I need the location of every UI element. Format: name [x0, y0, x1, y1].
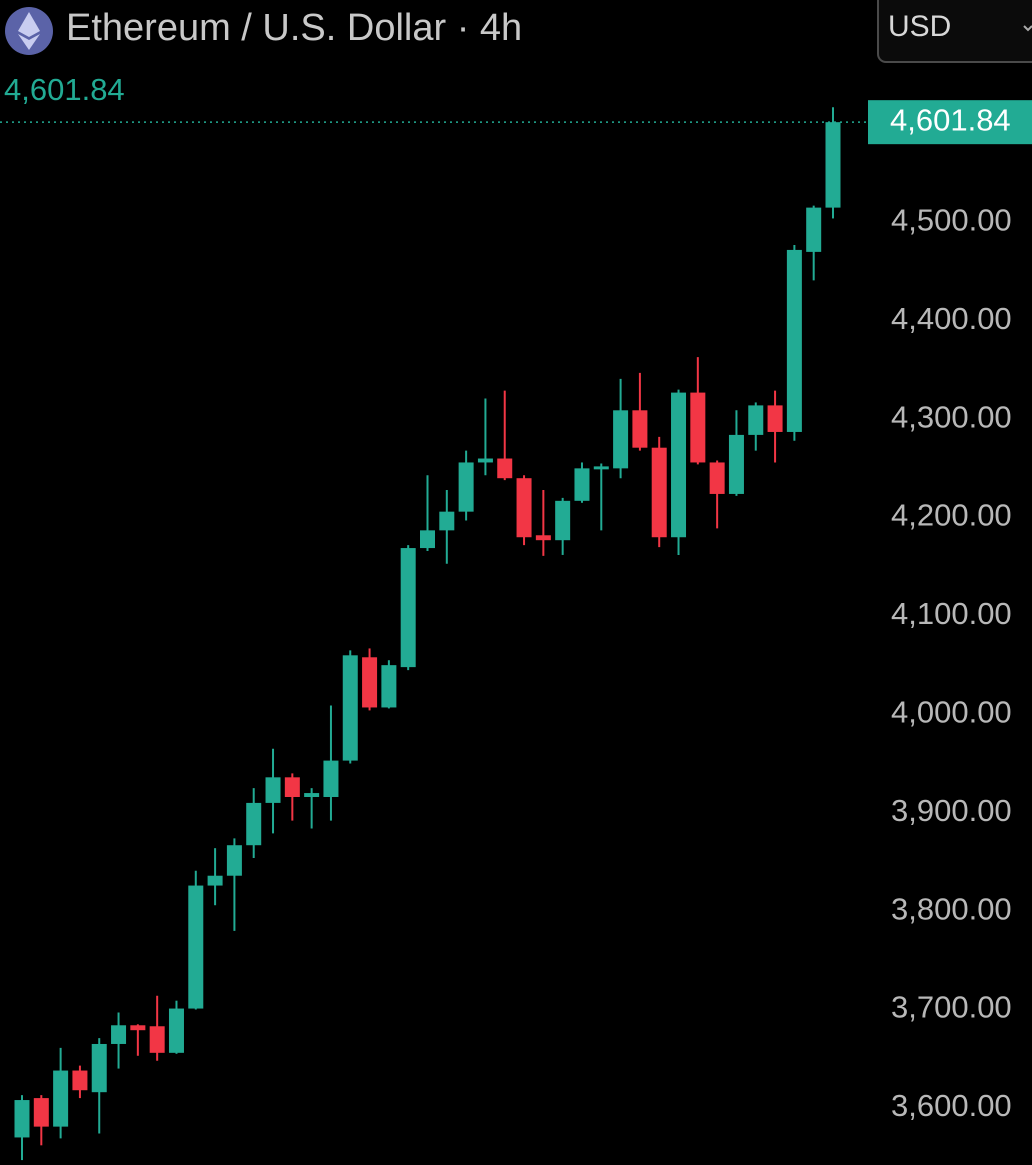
candle-body — [767, 405, 783, 432]
candle-body — [690, 392, 706, 463]
candle-body — [497, 458, 513, 479]
y-tick-label: 4,000.00 — [891, 695, 1012, 730]
candle-body — [516, 478, 532, 538]
candle-body — [381, 665, 397, 708]
candle-body — [72, 1070, 88, 1091]
y-tick-label: 4,400.00 — [891, 301, 1012, 336]
candle-body — [613, 410, 629, 469]
candle-body — [671, 392, 687, 538]
y-tick-label: 3,900.00 — [891, 793, 1012, 828]
candle-body — [265, 777, 281, 803]
candle-body — [33, 1098, 49, 1127]
chart-title: Ethereum / U.S. Dollar · 4h — [66, 7, 522, 49]
candle-body — [53, 1070, 69, 1127]
candle-body — [786, 249, 802, 432]
candle-body — [400, 548, 416, 668]
candle-body — [111, 1025, 127, 1044]
candle-body — [593, 466, 609, 470]
y-tick-label: 3,700.00 — [891, 990, 1012, 1025]
candle-body — [130, 1025, 146, 1031]
candle-body — [362, 657, 378, 708]
y-tick-label: 4,200.00 — [891, 498, 1012, 533]
candle-body — [168, 1008, 184, 1053]
last-price: 4,601.84 — [4, 72, 125, 107]
candle-body — [342, 655, 358, 761]
plot: 3,600.00 3,700.00 3,800.00 3,900.00 4,000.00… — [0, 100, 1032, 1161]
candle-body — [825, 122, 841, 208]
candle-body — [226, 845, 242, 876]
candle-body — [806, 207, 822, 252]
eth-icon — [5, 7, 53, 55]
candle-body — [555, 500, 571, 541]
currency-label[interactable]: USD — [888, 10, 951, 43]
candle-body — [535, 535, 551, 541]
candle-body — [207, 875, 223, 886]
y-tick-label: 3,600.00 — [891, 1088, 1012, 1123]
candle-body — [323, 760, 339, 798]
candle-body — [304, 793, 320, 798]
candle-body — [188, 885, 204, 1009]
candle-body — [284, 777, 300, 798]
last-price-tag-label: 4,601.84 — [890, 102, 1011, 137]
candle-body — [651, 447, 667, 538]
last-price-tag — [868, 100, 1032, 145]
y-tick-label: 3,800.00 — [891, 891, 1012, 926]
y-tick-label: 4,300.00 — [891, 399, 1012, 434]
currency-selector[interactable] — [877, 0, 1032, 63]
y-tick-label: 4,100.00 — [891, 596, 1012, 631]
candle-body — [246, 802, 262, 846]
candle-body — [458, 462, 474, 512]
candle-body — [91, 1043, 107, 1093]
candle-body — [14, 1100, 30, 1138]
candle-body — [149, 1026, 165, 1053]
candle-body — [632, 410, 648, 448]
candle-body — [748, 405, 764, 435]
candle-body — [439, 511, 455, 531]
candle-body — [574, 468, 590, 501]
dropdown-chevron[interactable] — [1023, 25, 1032, 32]
candle-body — [709, 462, 725, 494]
candle-body — [420, 530, 435, 549]
candle-body — [477, 458, 493, 463]
y-tick-label: 4,500.00 — [891, 203, 1012, 238]
candle-body — [728, 434, 744, 494]
